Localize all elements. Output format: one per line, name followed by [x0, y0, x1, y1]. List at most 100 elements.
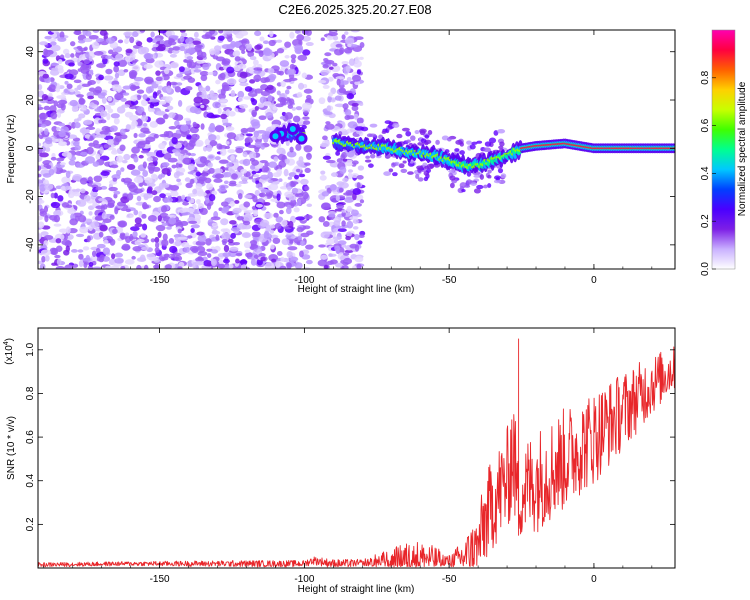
spectrogram-cell: [254, 30, 262, 37]
spectrogram-cell: [357, 240, 363, 245]
spectrogram-cell: [174, 255, 183, 262]
spectrogram-cell: [232, 207, 242, 214]
spectrogram-cell: [239, 44, 246, 51]
spectrogram-cell: [288, 98, 295, 105]
spectrogram-cell: [119, 128, 126, 136]
spectrogram-cell: [320, 231, 330, 239]
spectrogram-cell: [278, 178, 283, 182]
spectrogram-cell: [229, 246, 239, 252]
spectrogram-cell: [59, 162, 66, 166]
spectrogram-cell: [345, 236, 352, 241]
spectrogram-cell: [54, 254, 61, 259]
spectrogram-cell: [214, 156, 221, 161]
spectrogram-cell: [43, 205, 49, 213]
spectrogram-cell: [188, 220, 198, 224]
spectrogram-cell: [186, 60, 192, 69]
spectrogram-cell: [230, 227, 241, 232]
spectrogram-cell: [267, 68, 275, 74]
spectrogram-cell: [260, 77, 268, 84]
spectrogram-cell: [41, 93, 48, 101]
spectrogram-cell: [85, 73, 92, 81]
spectrogram-cell: [59, 54, 65, 60]
spectrogram-cell: [141, 213, 147, 219]
spectrogram-cell: [293, 207, 300, 213]
spectrogram-cell: [320, 170, 326, 175]
spectrogram-cell: [199, 207, 208, 216]
spectrogram-cell: [246, 43, 253, 52]
spectrogram-cell: [86, 235, 91, 243]
spectrogram-cell: [200, 98, 210, 105]
spectrogram-cell: [44, 183, 54, 191]
spectrogram-cell: [217, 35, 225, 41]
spectrogram-cell: [470, 182, 477, 186]
spectrogram-cell: [473, 188, 481, 194]
spectrogram-cell: [168, 38, 175, 43]
spectrogram-cell: [169, 53, 178, 58]
spectrogram-cell: [70, 249, 78, 253]
spectrogram-cell: [284, 112, 293, 120]
spectrogram-cell: [40, 231, 49, 236]
spectrogram-cell: [99, 224, 108, 232]
spectrogram-cell: [95, 248, 101, 254]
spectrogram-cell: [57, 195, 64, 202]
spectrogram-cell: [115, 53, 123, 62]
spectrogram-cell: [276, 201, 286, 209]
spectrogram-cell: [155, 241, 160, 249]
spectrogram-cell: [234, 133, 245, 141]
y-tick-label: 20: [25, 94, 36, 106]
spectrogram-cell: [254, 106, 259, 111]
spectrogram-cell: [163, 152, 172, 160]
spectrogram-cell: [94, 86, 103, 94]
spectrogram-cell: [166, 226, 172, 230]
spectrogram-cell: [114, 134, 122, 143]
spectrogram-cell: [242, 220, 251, 226]
spectrogram-cell: [251, 121, 261, 129]
spectrogram-cell: [70, 53, 75, 58]
spectrogram-cell: [263, 231, 268, 239]
spectrogram-cell: [120, 234, 125, 241]
spectrogram-cell: [281, 238, 290, 246]
spectrogram-frame: [37, 29, 676, 270]
spectrogram-cell: [120, 97, 127, 102]
spectrogram-cell: [356, 117, 364, 124]
spectrogram-cell: [223, 258, 230, 264]
spectrogram-cell: [89, 191, 99, 196]
spectrogram-cell: [326, 238, 336, 245]
spectrogram-cell: [335, 76, 345, 80]
spectrogram-cell: [350, 209, 359, 217]
spectrogram-cell: [402, 160, 407, 164]
spectrogram-cell: [254, 147, 260, 153]
spectrogram-cell: [176, 73, 184, 78]
spectrogram-cell: [145, 136, 156, 143]
spectrogram-cell: [184, 177, 191, 182]
spectrogram-cell: [80, 105, 88, 111]
spectrogram-cell: [342, 177, 349, 183]
spectrogram-cell: [38, 199, 45, 204]
spectrogram-cell: [136, 94, 142, 100]
spectrogram-cell: [256, 130, 267, 134]
spectrogram-cell: [177, 236, 188, 240]
spectrogram-cell: [287, 176, 293, 180]
spectrogram-cell: [222, 122, 233, 126]
spectrogram-cell: [322, 135, 328, 141]
spectrogram-cell: [324, 52, 332, 57]
spectrogram-cell: [276, 47, 285, 54]
spectrogram-cell: [302, 49, 311, 56]
spectrogram-cell: [359, 199, 365, 204]
spectrogram-cell: [125, 124, 131, 130]
spectrogram-cell: [196, 49, 203, 58]
spectrogram-cell: [123, 68, 129, 73]
spectrogram-cell: [51, 247, 59, 256]
spectrogram-cell: [139, 30, 146, 33]
y-tick-label: 40: [25, 46, 36, 58]
spectrogram-cell: [77, 39, 86, 44]
spectrogram-cell: [138, 154, 144, 159]
spectrogram-cell: [160, 205, 168, 213]
spectrogram-cell: [221, 232, 231, 240]
spectrogram-cell: [157, 231, 162, 238]
spectrogram-cell: [406, 139, 411, 143]
spectrogram-cell: [226, 132, 237, 140]
spectrogram-cell: [91, 250, 97, 257]
spectrogram-cell: [237, 90, 245, 99]
spectrogram-cell: [170, 61, 179, 69]
